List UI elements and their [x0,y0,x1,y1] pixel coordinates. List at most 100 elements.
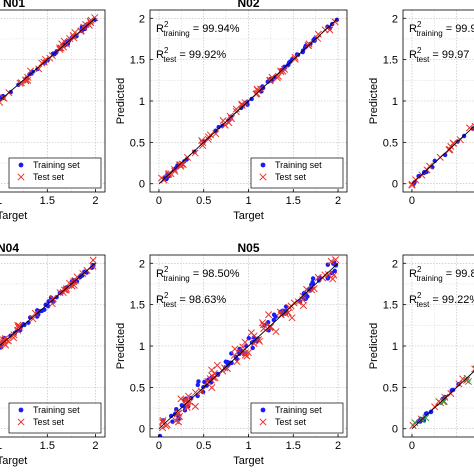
test-point [223,364,231,373]
test-point [213,361,221,369]
r-value: = 98.50% [190,268,240,280]
x-tick-label: 1 [0,195,2,207]
test-point [465,124,474,132]
r-value: = 99.94% [190,23,240,35]
training-point [428,409,434,414]
test-point [241,99,249,107]
x-tick-label: 2 [92,195,98,207]
r-sub: test [163,55,177,64]
training-point [300,49,305,55]
training-point [229,351,234,356]
test-point [199,141,207,150]
y-tick-label: 1.5 [383,55,398,67]
r-sub: training [163,29,189,38]
test-point [191,388,200,397]
x-tick-label: 1.5 [286,195,301,207]
r-sup: 2 [164,265,169,274]
test-point [449,139,457,147]
extra-point [422,414,430,422]
extra-point [411,419,419,427]
x-axis-label: Target [233,210,264,222]
test-point [56,289,64,297]
extra-point [439,398,447,406]
y-tick-label: 0 [392,179,398,191]
fit-line [0,262,96,346]
legend-entry: Test set [275,417,307,427]
fit-line [411,125,474,185]
test-point [1,335,9,343]
r-value: = 98.63% [176,294,226,306]
test-point [226,112,234,120]
test-point [211,374,219,382]
r-sub: training [416,274,442,283]
x-axis-label: Target [0,455,27,467]
test-point [179,160,187,168]
test-point [219,367,227,375]
r-sup: 2 [417,291,422,300]
legend-marker-x [17,418,25,426]
panel-title: N05 [237,241,259,255]
y-tick-label: 1.5 [130,300,145,312]
y-tick-label: 2 [392,13,398,25]
test-point [408,181,416,189]
r-sub: test [416,55,430,64]
legend-marker-dot [260,162,266,168]
test-point [241,338,249,346]
test-point [291,55,299,63]
test-point [324,270,332,279]
test-point [327,257,335,265]
legend-marker-x [259,173,267,181]
training-point [195,393,200,399]
y-tick-label: 0 [139,179,145,191]
test-point [86,17,94,25]
test-point [31,309,39,317]
panel-4: 1 1.5 2 N04 Target Training set Test set [0,241,106,467]
legend-marker-x [17,173,25,181]
y-axis-label: Predicted [115,78,127,124]
data-marks [0,14,99,106]
test-point [233,358,241,366]
x-axis-label: Target [233,455,264,467]
test-point [462,376,471,384]
r-value: = 99.9 [443,23,474,35]
test-point [70,34,78,42]
test-point [208,366,216,374]
test-point [167,170,175,178]
legend-box [8,157,102,189]
test-point [159,424,167,432]
y-tick-label: 1 [139,96,145,108]
plot-area [403,255,474,437]
y-tick-label: 0 [139,424,145,436]
test-point [280,65,289,73]
y-tick-label: 2 [392,258,398,270]
training-point [310,276,316,281]
test-point [208,383,216,392]
x-tick-label: 1 [245,440,251,452]
training-point [325,24,330,29]
r-value: = 99.92% [176,49,226,61]
legend-marker-dot [18,162,24,168]
fit-line [411,370,474,430]
x-axis-label: Target [0,210,27,222]
training-point [204,383,209,388]
data-marks [409,364,474,430]
r-sub: training [416,29,442,38]
axes-frame [0,254,106,438]
fit-line [158,17,339,185]
test-point [89,256,97,264]
legend-entry: Training set [33,405,80,415]
training-point [229,360,234,366]
y-tick-label: 0.5 [383,137,398,149]
r-base: R [409,294,417,306]
test-point [247,329,255,337]
r-value: = 99.97 [429,49,469,61]
y-tick-label: 2 [139,258,145,270]
y-tick-label: 0.5 [383,382,398,394]
series-2 [0,14,99,106]
test-point [171,167,179,175]
training-point [271,312,277,317]
fit-line [158,262,339,430]
